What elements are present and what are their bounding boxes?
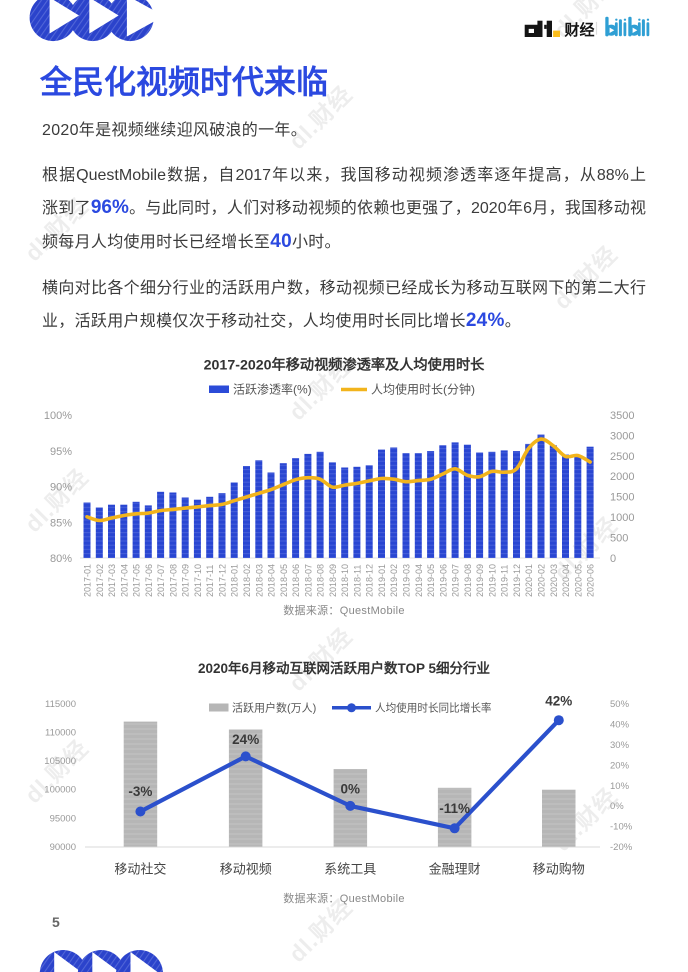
svg-text:2018-03: 2018-03 xyxy=(254,564,264,597)
svg-text:2017-2020年移动视频渗透率及人均使用时长: 2017-2020年移动视频渗透率及人均使用时长 xyxy=(204,357,485,374)
svg-text:2020-01: 2020-01 xyxy=(524,564,534,597)
svg-text:20%: 20% xyxy=(610,760,630,771)
svg-text:2500: 2500 xyxy=(610,451,634,463)
svg-text:2017-07: 2017-07 xyxy=(156,564,166,597)
svg-text:95%: 95% xyxy=(50,446,72,458)
svg-text:2018-09: 2018-09 xyxy=(328,564,338,597)
svg-text:-11%: -11% xyxy=(439,801,470,816)
svg-text:财经: 财经 xyxy=(565,21,595,39)
svg-text:2018-06: 2018-06 xyxy=(291,564,301,597)
svg-text:2019-09: 2019-09 xyxy=(475,564,485,597)
svg-text:1000: 1000 xyxy=(610,512,634,524)
svg-text:85%: 85% xyxy=(50,517,72,529)
svg-text:2017-10: 2017-10 xyxy=(193,564,203,597)
svg-text:移动社交: 移动社交 xyxy=(114,862,166,877)
svg-text:2019-03: 2019-03 xyxy=(402,564,412,597)
svg-text:数据来源：QuestMobile: 数据来源：QuestMobile xyxy=(283,603,405,617)
svg-text:2019-04: 2019-04 xyxy=(414,564,424,597)
svg-text:105000: 105000 xyxy=(44,756,76,767)
svg-text:0%: 0% xyxy=(610,801,624,812)
svg-text:0: 0 xyxy=(610,553,616,565)
svg-text:2017-11: 2017-11 xyxy=(205,565,215,597)
svg-text:10%: 10% xyxy=(610,781,630,792)
svg-text:2020-03: 2020-03 xyxy=(549,564,559,597)
svg-text:2017-01: 2017-01 xyxy=(83,564,93,597)
svg-text:2020-02: 2020-02 xyxy=(537,564,547,597)
svg-text:42%: 42% xyxy=(545,694,572,709)
svg-text:2019-12: 2019-12 xyxy=(512,564,522,597)
svg-text:2019-05: 2019-05 xyxy=(426,564,436,597)
svg-text:2020-05: 2020-05 xyxy=(573,564,583,597)
svg-text:2018-11: 2018-11 xyxy=(352,565,362,597)
svg-text:活跃渗透率(%): 活跃渗透率(%) xyxy=(233,382,312,397)
svg-text:2019-07: 2019-07 xyxy=(451,564,461,597)
svg-text:90000: 90000 xyxy=(50,842,76,853)
svg-text:2017-09: 2017-09 xyxy=(181,564,191,597)
svg-text:移动购物: 移动购物 xyxy=(533,862,585,877)
svg-text:2017-08: 2017-08 xyxy=(168,564,178,597)
svg-text:500: 500 xyxy=(610,532,628,544)
svg-text:2018-04: 2018-04 xyxy=(267,564,277,597)
svg-text:2018-02: 2018-02 xyxy=(242,564,252,597)
svg-text:2019-02: 2019-02 xyxy=(389,564,399,597)
svg-text:2018-08: 2018-08 xyxy=(316,564,326,597)
svg-text:2017-03: 2017-03 xyxy=(107,564,117,597)
svg-text:2017-06: 2017-06 xyxy=(144,564,154,597)
svg-text:2017-05: 2017-05 xyxy=(132,564,142,597)
svg-text:人均使用时长(分钟): 人均使用时长(分钟) xyxy=(371,382,475,397)
svg-text:2017-12: 2017-12 xyxy=(218,564,228,597)
svg-text:3500: 3500 xyxy=(610,410,634,422)
svg-text:1500: 1500 xyxy=(610,492,634,504)
svg-text:50%: 50% xyxy=(610,699,630,710)
svg-text:活跃用户数(万人): 活跃用户数(万人) xyxy=(232,701,316,715)
svg-text:100000: 100000 xyxy=(44,785,76,796)
svg-text:2018-12: 2018-12 xyxy=(365,564,375,597)
svg-text:2018-01: 2018-01 xyxy=(230,564,240,597)
svg-text:2019-01: 2019-01 xyxy=(377,564,387,597)
svg-text:-20%: -20% xyxy=(610,842,633,853)
svg-text:2020-06: 2020-06 xyxy=(586,564,596,597)
svg-text:2019-10: 2019-10 xyxy=(487,564,497,597)
svg-text:-3%: -3% xyxy=(128,784,152,799)
svg-text:30%: 30% xyxy=(610,740,630,751)
svg-text:移动视频: 移动视频 xyxy=(220,862,272,877)
svg-text:24%: 24% xyxy=(232,732,259,747)
svg-text:90%: 90% xyxy=(50,482,72,494)
svg-text:0%: 0% xyxy=(341,782,361,797)
svg-text:2018-10: 2018-10 xyxy=(340,564,350,597)
svg-text:100%: 100% xyxy=(44,410,72,422)
svg-text:3000: 3000 xyxy=(610,430,634,442)
svg-text:2019-11: 2019-11 xyxy=(500,565,510,597)
svg-text:115000: 115000 xyxy=(45,699,76,710)
svg-text:2017-04: 2017-04 xyxy=(119,564,129,597)
svg-text:-10%: -10% xyxy=(610,822,633,833)
svg-text:数据来源：QuestMobile: 数据来源：QuestMobile xyxy=(283,891,405,905)
svg-text:金融理财: 金融理财 xyxy=(429,862,481,877)
svg-text:110000: 110000 xyxy=(45,728,76,739)
svg-text:80%: 80% xyxy=(50,553,72,565)
svg-text:40%: 40% xyxy=(610,720,630,731)
svg-text:2020-04: 2020-04 xyxy=(561,564,571,597)
svg-text:2018-07: 2018-07 xyxy=(303,564,313,597)
svg-text:2020年6月移动互联网活跃用户数TOP 5细分行业: 2020年6月移动互联网活跃用户数TOP 5细分行业 xyxy=(198,660,490,676)
svg-text:2019-08: 2019-08 xyxy=(463,564,473,597)
svg-text:2000: 2000 xyxy=(610,471,634,483)
svg-text:系统工具: 系统工具 xyxy=(324,862,376,877)
svg-text:2018-05: 2018-05 xyxy=(279,564,289,597)
svg-text:95000: 95000 xyxy=(50,813,76,824)
svg-text:2017-02: 2017-02 xyxy=(95,564,105,597)
svg-text:2019-06: 2019-06 xyxy=(438,564,448,597)
svg-text:人均使用时长同比增长率: 人均使用时长同比增长率 xyxy=(375,702,492,715)
